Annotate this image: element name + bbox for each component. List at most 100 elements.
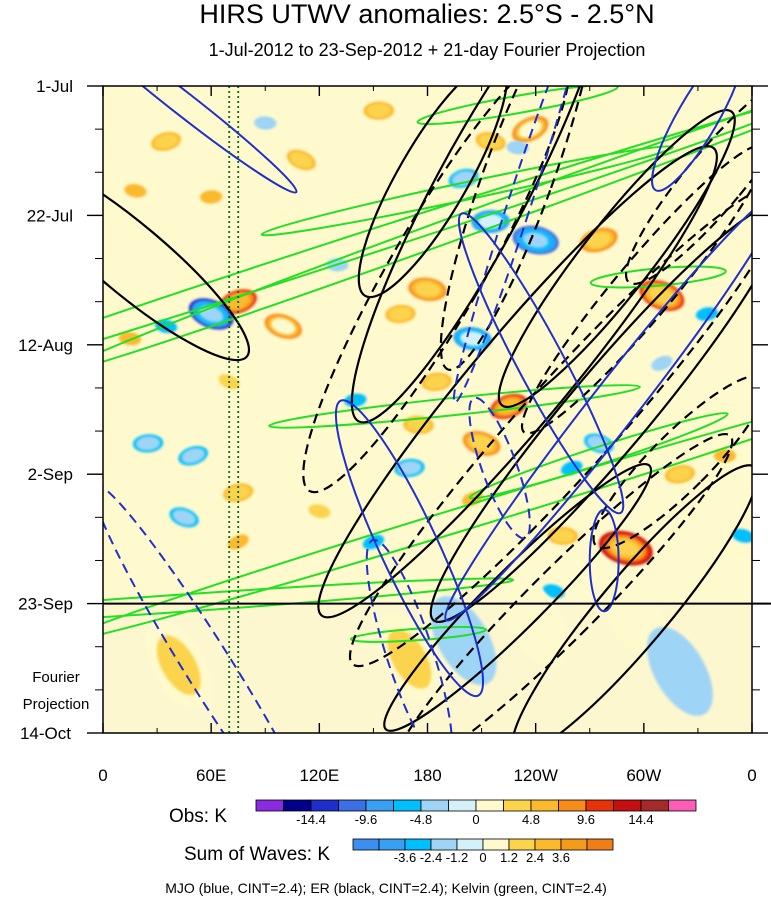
mjo-contour bbox=[444, 191, 752, 622]
er-contour bbox=[383, 462, 653, 732]
waves-colorbar-swatch bbox=[378, 838, 406, 851]
anomaly-blob bbox=[667, 467, 692, 482]
anomaly-blob bbox=[362, 534, 385, 550]
anomaly-blob bbox=[172, 509, 196, 526]
obs-colorbar-swatch bbox=[393, 799, 422, 812]
x-tick-label: 120W bbox=[513, 766, 557, 785]
anomaly-blob bbox=[154, 134, 178, 149]
forecast-label-line2: Projection bbox=[23, 696, 90, 713]
waves-colorbar-tick-label: 1.2 bbox=[500, 850, 518, 865]
anomaly-blob bbox=[289, 151, 313, 168]
er-contour bbox=[317, 145, 718, 619]
anomaly-blob bbox=[732, 528, 752, 543]
waves-colorbar-swatch bbox=[352, 838, 380, 851]
wave-legend: MJO (blue, CINT=2.4); ER (black, CINT=2.… bbox=[165, 880, 607, 896]
mjo-contour bbox=[651, 86, 745, 192]
x-tick-label: 0 bbox=[747, 766, 756, 785]
waves-colorbar-swatch bbox=[482, 838, 510, 851]
er-contour bbox=[429, 202, 752, 623]
forecast-anomaly bbox=[387, 629, 432, 689]
mjo-contour bbox=[334, 399, 485, 698]
obs-colorbar-swatch bbox=[255, 799, 284, 812]
obs-colorbar-tick-label: 9.6 bbox=[577, 812, 595, 827]
anomaly-blob bbox=[181, 448, 205, 464]
forecast-label-line1: Fourier bbox=[32, 669, 80, 686]
obs-colorbar-swatch bbox=[668, 799, 697, 812]
er-contour bbox=[350, 86, 606, 424]
er-contour bbox=[592, 374, 752, 550]
anomaly-blob bbox=[124, 184, 147, 198]
y-tick-label: 1-Jul bbox=[36, 77, 73, 96]
x-tick-label: 60E bbox=[196, 766, 226, 785]
waves-colorbar-tick-label: -3.6 bbox=[394, 850, 416, 865]
mjo-contour bbox=[365, 538, 454, 733]
er-contour bbox=[439, 86, 596, 371]
obs-colorbar-tick-label: -4.8 bbox=[410, 812, 432, 827]
anomaly-blob bbox=[406, 417, 431, 432]
er-contour bbox=[103, 155, 251, 362]
forecast-anomaly bbox=[646, 626, 713, 716]
mjo-contour bbox=[588, 508, 620, 613]
anomaly-blob bbox=[136, 436, 161, 451]
obs-colorbar-swatch bbox=[613, 799, 642, 812]
er-contour bbox=[624, 86, 752, 286]
waves-colorbar-tick-label: 3.6 bbox=[552, 850, 570, 865]
obs-colorbar-label: Obs: K bbox=[169, 806, 227, 827]
obs-colorbar-tick-label: -14.4 bbox=[296, 812, 326, 827]
kelvin-contour bbox=[103, 577, 515, 630]
er-contour bbox=[511, 464, 752, 733]
obs-colorbar-tick-label: -9.6 bbox=[355, 812, 377, 827]
obs-colorbar-swatch bbox=[475, 799, 504, 812]
waves-colorbar-swatch bbox=[560, 838, 588, 851]
obs-colorbar: -14.4 -9.6 -4.8 0 4.8 9.6 14.4 bbox=[255, 799, 697, 827]
anomaly-blob bbox=[469, 435, 494, 452]
chart-title: HIRS UTWV anomalies: 2.5°S - 2.5°N bbox=[199, 0, 654, 29]
waves-colorbar-swatch bbox=[586, 838, 614, 851]
anomaly-blob bbox=[651, 355, 673, 371]
kelvin-contour bbox=[103, 95, 752, 409]
kelvin-contour bbox=[468, 412, 729, 500]
waves-colorbar: -3.6 -2.4 -1.2 0 1.2 2.4 3.6 bbox=[352, 838, 614, 865]
kelvin-contour bbox=[416, 86, 619, 126]
mjo-contour bbox=[457, 212, 625, 515]
obs-colorbar-swatch bbox=[640, 799, 669, 812]
y-tick-label: 14-Oct bbox=[20, 724, 71, 743]
er-contour bbox=[520, 144, 752, 435]
anomaly-blob bbox=[199, 190, 223, 204]
anomaly-blob bbox=[366, 103, 391, 118]
anomaly-blob bbox=[424, 374, 449, 389]
mjo-contour bbox=[468, 396, 531, 540]
obs-colorbar-swatch bbox=[558, 799, 587, 812]
obs-colorbar-swatch bbox=[420, 799, 449, 812]
anomaly-blob bbox=[254, 116, 277, 130]
y-tick-label: 12-Aug bbox=[18, 336, 73, 355]
waves-colorbar-tick-label: 2.4 bbox=[526, 850, 544, 865]
waves-colorbar-swatch bbox=[456, 838, 484, 851]
waves-colorbar-swatch bbox=[534, 838, 562, 851]
obs-colorbar-swatch bbox=[338, 799, 367, 812]
obs-colorbar-swatch bbox=[503, 799, 532, 812]
anomaly-blob bbox=[308, 504, 331, 519]
wave-contours bbox=[103, 86, 752, 733]
kelvin-contour bbox=[260, 145, 674, 237]
anomaly-blob bbox=[388, 306, 413, 322]
waves-colorbar-swatch bbox=[404, 838, 432, 851]
waves-colorbar-tick-label: -2.4 bbox=[420, 850, 442, 865]
waves-colorbar-swatch bbox=[430, 838, 458, 851]
obs-colorbar-swatch bbox=[283, 799, 312, 812]
er-contour bbox=[357, 86, 509, 299]
waves-colorbar-swatch bbox=[508, 838, 536, 851]
obs-colorbar-tick-label: 4.8 bbox=[522, 812, 540, 827]
anomaly-blob bbox=[415, 281, 440, 297]
obs-colorbar-swatch bbox=[585, 799, 614, 812]
mjo-contour bbox=[103, 483, 331, 733]
obs-colorbar-swatch bbox=[448, 799, 477, 812]
anomaly-blob bbox=[506, 141, 529, 155]
x-tick-label: 120E bbox=[299, 766, 339, 785]
mjo-contour bbox=[103, 86, 298, 194]
kelvin-contour bbox=[103, 86, 752, 374]
obs-colorbar-swatch bbox=[365, 799, 394, 812]
y-tick-label: 22-Jul bbox=[27, 206, 73, 225]
x-tick-label: 0 bbox=[98, 766, 107, 785]
